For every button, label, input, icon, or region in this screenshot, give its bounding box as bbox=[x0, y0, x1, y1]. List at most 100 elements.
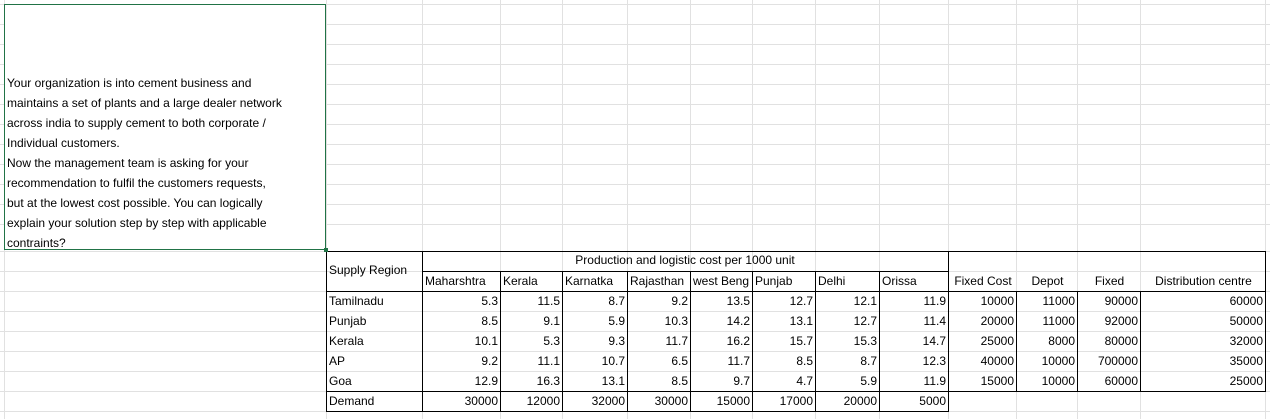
cell-border bbox=[1140, 291, 1141, 392]
table-cell[interactable]: 25000 bbox=[980, 334, 1014, 348]
gridline-horizontal bbox=[0, 104, 1270, 105]
gridline-vertical bbox=[1265, 0, 1266, 419]
table-cell[interactable]: 5.3 bbox=[481, 294, 498, 308]
table-cell[interactable]: 32000 bbox=[1229, 334, 1263, 348]
region-label: AP bbox=[329, 354, 346, 368]
table-cell[interactable]: 14.2 bbox=[726, 314, 750, 328]
table-cell[interactable]: 10000 bbox=[980, 294, 1014, 308]
table-cell[interactable]: 11.7 bbox=[727, 354, 750, 368]
table-cell[interactable]: 8.5 bbox=[796, 354, 813, 368]
gridline-horizontal bbox=[0, 24, 1270, 25]
table-cell[interactable]: 10.3 bbox=[664, 314, 688, 328]
table-cell[interactable]: 11.9 bbox=[923, 294, 946, 308]
table-cell[interactable]: 15.7 bbox=[789, 334, 813, 348]
table-cell[interactable]: 5.9 bbox=[860, 374, 877, 388]
cell-border bbox=[326, 251, 1266, 252]
demand-cell[interactable]: 32000 bbox=[591, 394, 625, 408]
selection-handle[interactable] bbox=[324, 248, 328, 252]
gridline-horizontal bbox=[0, 184, 1270, 185]
table-cell[interactable]: 8.5 bbox=[671, 374, 688, 388]
cell-border bbox=[948, 251, 949, 412]
cell-border bbox=[1265, 251, 1266, 392]
cell-border bbox=[752, 271, 753, 412]
column-header: Delhi bbox=[818, 274, 846, 288]
supply-region-header: Supply Region bbox=[329, 263, 408, 277]
gridline-horizontal bbox=[0, 144, 1270, 145]
table-cell[interactable]: 9.3 bbox=[608, 334, 625, 348]
table-cell[interactable]: 60000 bbox=[1229, 294, 1263, 308]
table-cell[interactable]: 4.7 bbox=[796, 374, 813, 388]
table-cell[interactable]: 16.2 bbox=[726, 334, 750, 348]
table-cell[interactable]: 12.7 bbox=[853, 314, 877, 328]
gridline-vertical bbox=[500, 0, 501, 419]
table-cell[interactable]: 50000 bbox=[1229, 314, 1263, 328]
column-header: Rajasthan bbox=[630, 274, 685, 288]
table-cell[interactable]: 9.7 bbox=[733, 374, 750, 388]
table-cell[interactable]: 12.7 bbox=[789, 294, 813, 308]
table-cell[interactable]: 11000 bbox=[1042, 314, 1075, 328]
gridline-horizontal bbox=[0, 224, 1270, 225]
table-cell[interactable]: 8.7 bbox=[860, 354, 877, 368]
table-cell[interactable]: 10.1 bbox=[474, 334, 498, 348]
question-text-box[interactable]: Your organization is into cement busines… bbox=[4, 4, 326, 250]
region-label: Goa bbox=[329, 374, 352, 388]
table-cell[interactable]: 60000 bbox=[1104, 374, 1138, 388]
table-cell[interactable]: 700000 bbox=[1097, 354, 1138, 368]
table-cell[interactable]: 40000 bbox=[980, 354, 1014, 368]
table-cell[interactable]: 11.4 bbox=[923, 314, 946, 328]
table-cell[interactable]: 13.1 bbox=[601, 374, 625, 388]
table-cell[interactable]: 13.5 bbox=[726, 294, 750, 308]
table-cell[interactable]: 8000 bbox=[1048, 334, 1075, 348]
demand-cell[interactable]: 20000 bbox=[843, 394, 877, 408]
table-cell[interactable]: 90000 bbox=[1104, 294, 1138, 308]
table-cell[interactable]: 5.3 bbox=[543, 334, 560, 348]
table-cell[interactable]: 35000 bbox=[1229, 354, 1263, 368]
demand-cell[interactable]: 15000 bbox=[716, 394, 750, 408]
demand-cell[interactable]: 12000 bbox=[526, 394, 560, 408]
table-cell[interactable]: 10.7 bbox=[601, 354, 625, 368]
demand-cell[interactable]: 30000 bbox=[654, 394, 688, 408]
table-cell[interactable]: 16.3 bbox=[536, 374, 560, 388]
table-cell[interactable]: 5.9 bbox=[608, 314, 625, 328]
table-cell[interactable]: 15.3 bbox=[853, 334, 877, 348]
table-cell[interactable]: 11.5 bbox=[537, 294, 560, 308]
column-header: Orissa bbox=[882, 274, 917, 288]
table-cell[interactable]: 9.2 bbox=[671, 294, 688, 308]
table-cell[interactable]: 9.1 bbox=[543, 314, 560, 328]
cell-border bbox=[627, 271, 628, 412]
region-label: Tamilnadu bbox=[329, 294, 384, 308]
demand-cell[interactable]: 30000 bbox=[464, 394, 498, 408]
table-cell[interactable]: 8.5 bbox=[481, 314, 498, 328]
table-cell[interactable]: 8.7 bbox=[608, 294, 625, 308]
gridline-vertical bbox=[627, 0, 628, 419]
table-cell[interactable]: 13.1 bbox=[789, 314, 813, 328]
table-cell[interactable]: 12.3 bbox=[922, 354, 946, 368]
gridline-horizontal bbox=[0, 64, 1270, 65]
column-header: Depot bbox=[1031, 274, 1064, 288]
table-cell[interactable]: 11.7 bbox=[665, 334, 688, 348]
table-cell[interactable]: 10000 bbox=[1041, 374, 1075, 388]
demand-cell[interactable]: 17000 bbox=[779, 394, 813, 408]
table-cell[interactable]: 25000 bbox=[1229, 374, 1263, 388]
cell-border bbox=[562, 271, 563, 412]
gridline-horizontal bbox=[0, 124, 1270, 125]
table-cell[interactable]: 10000 bbox=[1041, 354, 1075, 368]
table-cell[interactable]: 9.2 bbox=[481, 354, 498, 368]
table-cell[interactable]: 11.1 bbox=[537, 354, 560, 368]
table-cell[interactable]: 80000 bbox=[1104, 334, 1138, 348]
table-cell[interactable]: 12.9 bbox=[474, 374, 498, 388]
table-cell[interactable]: 15000 bbox=[980, 374, 1014, 388]
cell-border bbox=[1016, 291, 1017, 392]
table-cell[interactable]: 12.1 bbox=[853, 294, 877, 308]
demand-cell[interactable]: 5000 bbox=[919, 394, 946, 408]
region-label: Kerala bbox=[329, 334, 364, 348]
table-cell[interactable]: 20000 bbox=[980, 314, 1014, 328]
table-cell[interactable]: 6.5 bbox=[671, 354, 688, 368]
table-cell[interactable]: 11000 bbox=[1042, 294, 1075, 308]
table-cell[interactable]: 92000 bbox=[1104, 314, 1138, 328]
table-cell[interactable]: 14.7 bbox=[922, 334, 946, 348]
cell-border bbox=[690, 271, 691, 412]
table-cell[interactable]: 11.9 bbox=[923, 374, 946, 388]
column-header: Maharshtra bbox=[425, 274, 486, 288]
